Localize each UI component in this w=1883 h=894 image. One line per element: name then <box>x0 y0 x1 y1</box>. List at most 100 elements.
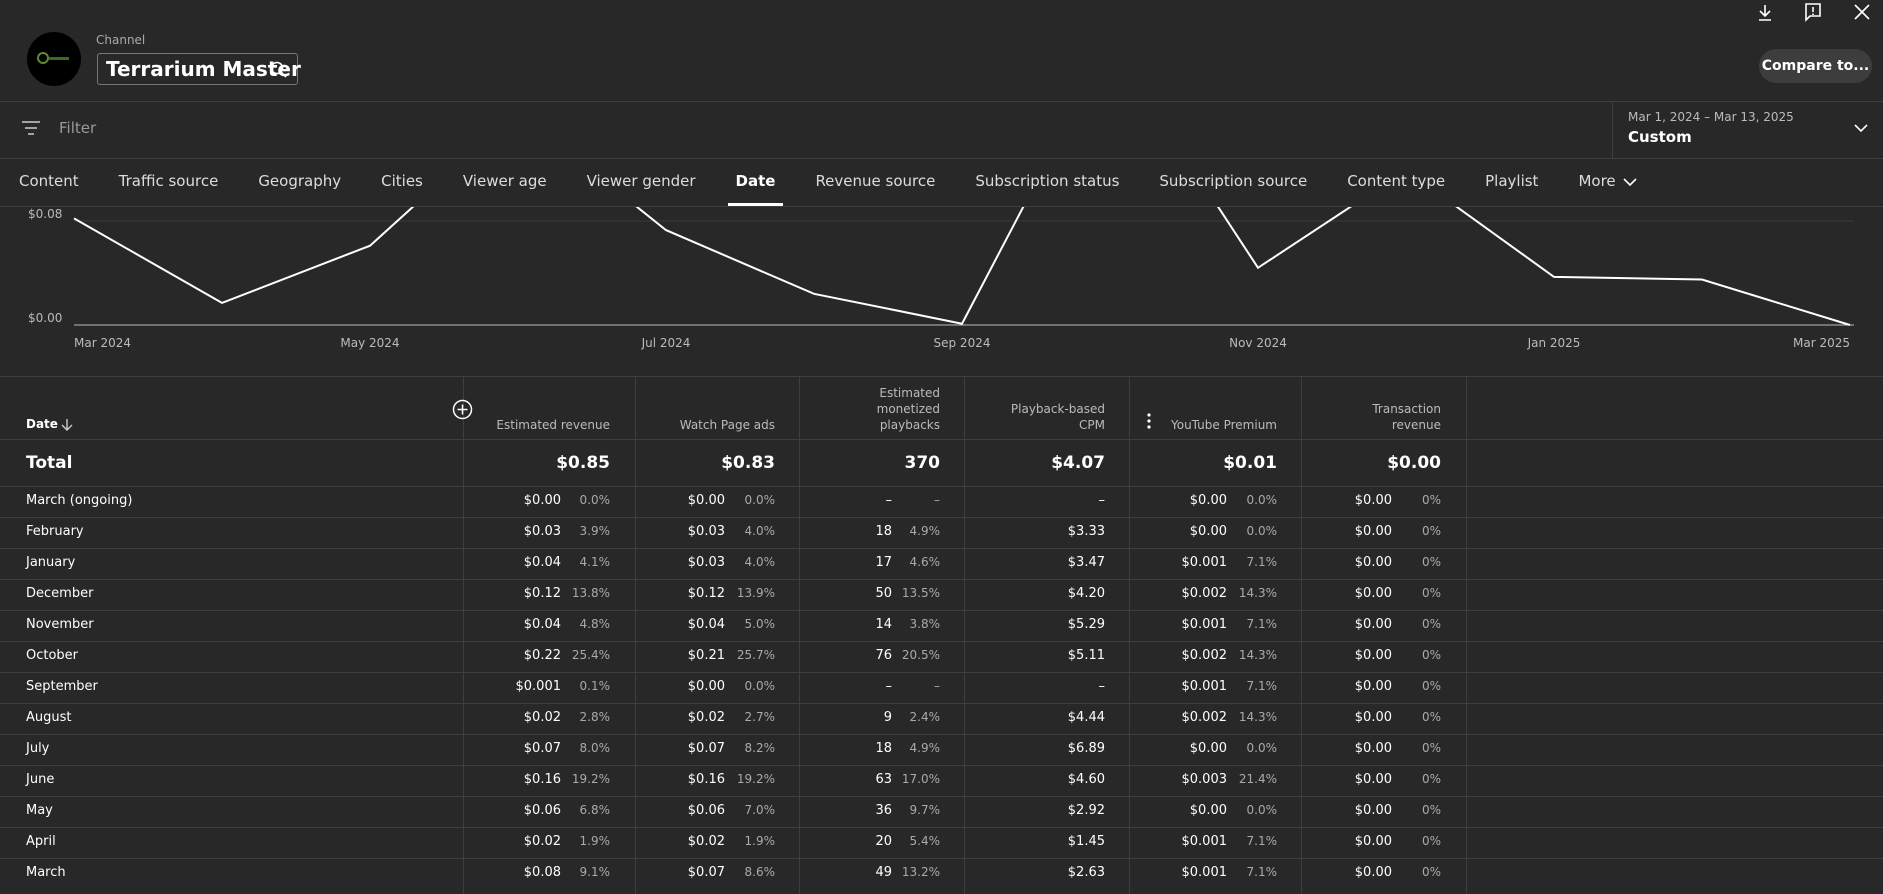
cell-percent: 0.0% <box>744 493 776 507</box>
cell-percent: 0% <box>1421 772 1441 786</box>
column-header[interactable]: Date <box>26 417 58 431</box>
tab[interactable]: Subscription status <box>975 172 1120 190</box>
cell-value: $0.04 <box>687 617 725 632</box>
tab[interactable]: Traffic source <box>118 172 219 190</box>
add-metric-icon[interactable] <box>452 399 473 420</box>
cell-value: $0.16 <box>523 772 561 787</box>
more-chevron <box>1623 178 1637 187</box>
cell-value: $2.63 <box>1067 865 1105 880</box>
cell-percent: 0% <box>1421 710 1441 724</box>
cell-value: $0.00 <box>1354 803 1392 818</box>
tab[interactable]: Viewer age <box>462 172 547 190</box>
tab[interactable]: Geography <box>258 172 342 190</box>
column-header[interactable]: Transaction revenue <box>1372 402 1441 432</box>
tab[interactable]: Content type <box>1347 172 1446 190</box>
tab[interactable]: Revenue source <box>815 172 936 190</box>
cell-value: $6.89 <box>1067 741 1105 756</box>
close-icon[interactable] <box>1852 2 1872 22</box>
tab[interactable]: Content <box>19 172 79 190</box>
cell-percent: 4.1% <box>579 555 611 569</box>
cell-value: $3.47 <box>1067 555 1105 570</box>
channel-name: Terrarium Master <box>106 57 301 81</box>
cell-percent: 19.2% <box>571 772 610 786</box>
cell-value: $0.001 <box>1181 865 1228 880</box>
cell-value: 18 <box>875 741 892 756</box>
cell-value: $0.00 <box>1354 524 1392 539</box>
cell-percent: 5.4% <box>909 834 941 848</box>
tab[interactable]: Cities <box>381 172 423 190</box>
tab-underline <box>727 203 784 206</box>
sort-arrow[interactable] <box>60 418 74 432</box>
date-chevron[interactable] <box>1853 122 1869 134</box>
cell-percent: 13.5% <box>901 586 940 600</box>
tab[interactable]: Playlist <box>1485 172 1539 190</box>
column-header[interactable]: Watch Page ads <box>679 418 775 432</box>
date-preset[interactable]: Custom <box>1628 128 1692 146</box>
cell-percent: 7.1% <box>1246 679 1278 693</box>
cell-percent: 0% <box>1421 741 1441 755</box>
row-label: December <box>26 586 94 601</box>
cell-percent: 4.0% <box>744 555 776 569</box>
revenue-line <box>73 207 1851 326</box>
cell-percent: – <box>934 493 940 507</box>
row-divider <box>0 858 1883 859</box>
cell-value: $0.07 <box>523 741 561 756</box>
cell-value: 20 <box>875 834 892 849</box>
row-divider <box>0 734 1883 735</box>
cell-value: $0.02 <box>687 834 725 849</box>
cell-value: $0.001 <box>1181 679 1228 694</box>
cell-percent: 4.9% <box>909 741 941 755</box>
column-menu-icon[interactable] <box>1144 412 1154 430</box>
cell-value: $0.07 <box>687 741 725 756</box>
cell-value: – <box>885 679 893 694</box>
row-divider <box>0 672 1883 673</box>
total-value: 370 <box>904 453 941 473</box>
revenue-chart: $0.00 $0.08 Mar 2024 May 2024 Jul 2024 Sep 20… <box>28 207 1854 350</box>
column-header[interactable]: Playback-based CPM <box>1010 402 1105 432</box>
channel-search[interactable]: Terrarium Master <box>97 53 301 85</box>
more-tab[interactable]: More <box>1578 172 1637 190</box>
compare-button[interactable]: Compare to... <box>1759 49 1872 83</box>
cell-value: $0.08 <box>523 865 561 880</box>
cell-percent: 6.8% <box>579 803 611 817</box>
cell-value: $0.00 <box>1354 617 1392 632</box>
filter-input[interactable]: Filter <box>59 119 97 137</box>
cell-percent: 8.0% <box>579 741 611 755</box>
cell-value: $0.001 <box>1181 834 1228 849</box>
cell-value: $0.00 <box>1354 865 1392 880</box>
column-header[interactable]: Estimated monetized playbacks <box>876 386 940 432</box>
cell-value: $0.07 <box>687 865 725 880</box>
x-tick-label: May 2024 <box>340 336 399 350</box>
tab[interactable]: Viewer gender <box>586 172 696 190</box>
x-tick-label: Mar 2024 <box>74 336 131 350</box>
cell-value: $4.60 <box>1067 772 1105 787</box>
column-divider <box>635 376 636 894</box>
row-label: November <box>26 617 94 632</box>
cell-percent: 21.4% <box>1238 772 1277 786</box>
download-icon[interactable] <box>1755 2 1775 22</box>
column-header[interactable]: Estimated revenue <box>496 418 610 432</box>
channel-avatar[interactable] <box>27 32 81 86</box>
cell-value: 76 <box>875 648 892 663</box>
row-divider <box>0 548 1883 549</box>
cell-value: $0.00 <box>1354 834 1392 849</box>
cell-value: $0.001 <box>1181 555 1228 570</box>
feedback-icon[interactable] <box>1803 2 1823 22</box>
cell-percent: 9.1% <box>579 865 611 879</box>
tab[interactable]: Subscription source <box>1159 172 1308 190</box>
total-value: $0.83 <box>721 453 775 473</box>
cell-value: $0.002 <box>1181 648 1228 663</box>
cell-value: $0.00 <box>1354 741 1392 756</box>
cell-value: $2.92 <box>1067 803 1105 818</box>
row-label: September <box>26 679 98 694</box>
cell-value: $0.12 <box>523 586 561 601</box>
cell-percent: 0% <box>1421 617 1441 631</box>
column-header[interactable]: YouTube Premium <box>1170 418 1277 432</box>
cell-value: $0.03 <box>523 524 561 539</box>
cell-percent: 0% <box>1421 679 1441 693</box>
date-range[interactable]: Mar 1, 2024 – Mar 13, 2025 <box>1628 110 1794 124</box>
tab[interactable]: Date <box>727 172 784 206</box>
filter-icon[interactable] <box>21 120 41 136</box>
cell-percent: 0.0% <box>579 493 611 507</box>
cell-value: 17 <box>875 555 892 570</box>
